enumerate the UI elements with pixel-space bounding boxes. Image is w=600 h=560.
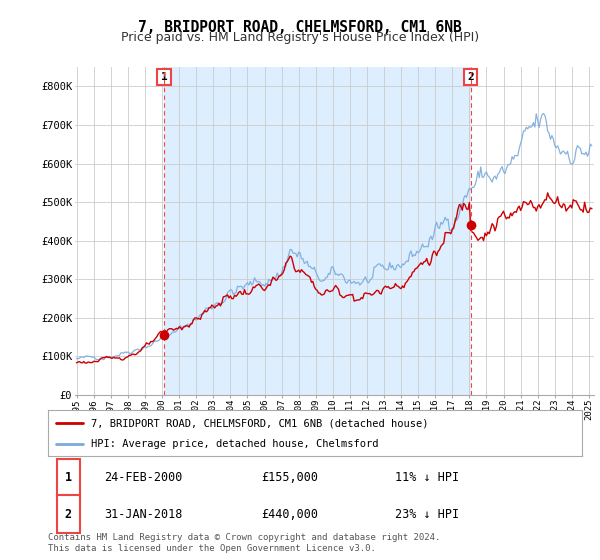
Text: Price paid vs. HM Land Registry's House Price Index (HPI): Price paid vs. HM Land Registry's House … xyxy=(121,31,479,44)
Text: 7, BRIDPORT ROAD, CHELMSFORD, CM1 6NB (detached house): 7, BRIDPORT ROAD, CHELMSFORD, CM1 6NB (d… xyxy=(91,418,428,428)
Text: 2: 2 xyxy=(467,72,474,82)
FancyBboxPatch shape xyxy=(56,495,80,533)
Text: Contains HM Land Registry data © Crown copyright and database right 2024.
This d: Contains HM Land Registry data © Crown c… xyxy=(48,533,440,553)
Text: 2: 2 xyxy=(65,508,72,521)
Text: £155,000: £155,000 xyxy=(262,472,319,484)
Bar xyxy=(164,67,471,395)
Text: HPI: Average price, detached house, Chelmsford: HPI: Average price, detached house, Chel… xyxy=(91,440,378,450)
Text: 23% ↓ HPI: 23% ↓ HPI xyxy=(395,508,459,521)
Text: 24-FEB-2000: 24-FEB-2000 xyxy=(104,472,182,484)
FancyBboxPatch shape xyxy=(56,459,80,497)
Text: 1: 1 xyxy=(65,472,72,484)
Text: 11% ↓ HPI: 11% ↓ HPI xyxy=(395,472,459,484)
Text: 7, BRIDPORT ROAD, CHELMSFORD, CM1 6NB: 7, BRIDPORT ROAD, CHELMSFORD, CM1 6NB xyxy=(138,20,462,35)
Text: 31-JAN-2018: 31-JAN-2018 xyxy=(104,508,182,521)
Text: £440,000: £440,000 xyxy=(262,508,319,521)
Text: 1: 1 xyxy=(161,72,167,82)
